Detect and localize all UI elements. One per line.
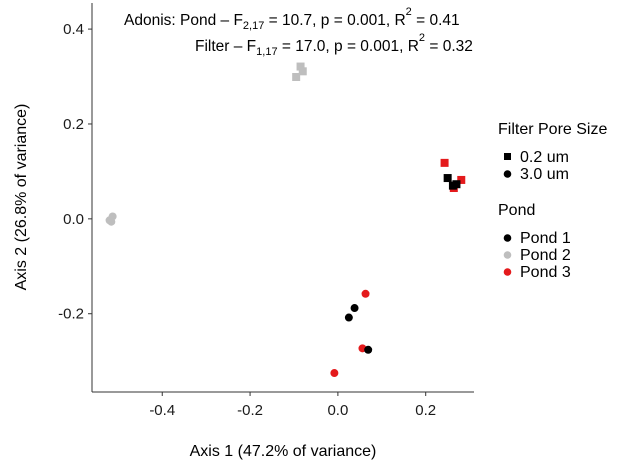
legend-label-pond: Pond 3 — [520, 264, 571, 281]
data-point-pond1-02 — [449, 182, 457, 190]
legend-title-pond: Pond — [498, 202, 535, 219]
y-tick-label: 0.4 — [63, 21, 84, 38]
x-axis-label: Axis 1 (47.2% of variance) — [190, 443, 377, 460]
axes — [92, 3, 474, 392]
data-point-pond1-30 — [364, 346, 372, 354]
y-axis-label: Axis 2 (26.8% of variance) — [13, 104, 30, 291]
legend-label-pond: Pond 2 — [520, 247, 571, 264]
y-tick-label: 0.0 — [63, 211, 84, 228]
data-point-pond1-30 — [345, 314, 353, 322]
legend-title-filter: Filter Pore Size — [498, 121, 607, 138]
y-tick-label: -0.2 — [58, 306, 84, 323]
data-point-pond3-02 — [441, 159, 449, 167]
legend-label-pond: Pond 1 — [520, 230, 571, 247]
legend-label-filter: 3.0 um — [520, 166, 569, 183]
data-point-pond1-30 — [351, 304, 359, 312]
x-tick-label: 0.0 — [327, 402, 348, 419]
legend-key-square — [504, 153, 511, 160]
legend-key-pond — [504, 251, 512, 259]
annotation-line-filter: Filter – F1,17 = 17.0, p = 0.001, R2 = 0… — [195, 32, 473, 58]
legend-label-filter: 0.2 um — [520, 149, 569, 166]
legend-key-pond — [504, 268, 512, 276]
data-point-pond3-30 — [362, 290, 370, 298]
data-point-pond1-02 — [444, 174, 452, 182]
legend-key-pond — [504, 234, 512, 242]
y-tick-label: 0.2 — [63, 116, 84, 133]
legend-key-circle — [504, 170, 512, 178]
x-tick-label: -0.2 — [237, 402, 263, 419]
data-point-pond2-30 — [107, 218, 115, 226]
x-tick-label: -0.4 — [149, 402, 175, 419]
data-points — [106, 63, 466, 377]
data-point-pond2-02 — [292, 73, 300, 81]
adonis-annotation: Adonis: Pond – F2,17 = 10.7, p = 0.001, … — [124, 6, 473, 58]
annotation-line-pond: Adonis: Pond – F2,17 = 10.7, p = 0.001, … — [124, 6, 460, 32]
x-tick-label: 0.2 — [415, 402, 436, 419]
data-point-pond3-30 — [330, 369, 338, 377]
